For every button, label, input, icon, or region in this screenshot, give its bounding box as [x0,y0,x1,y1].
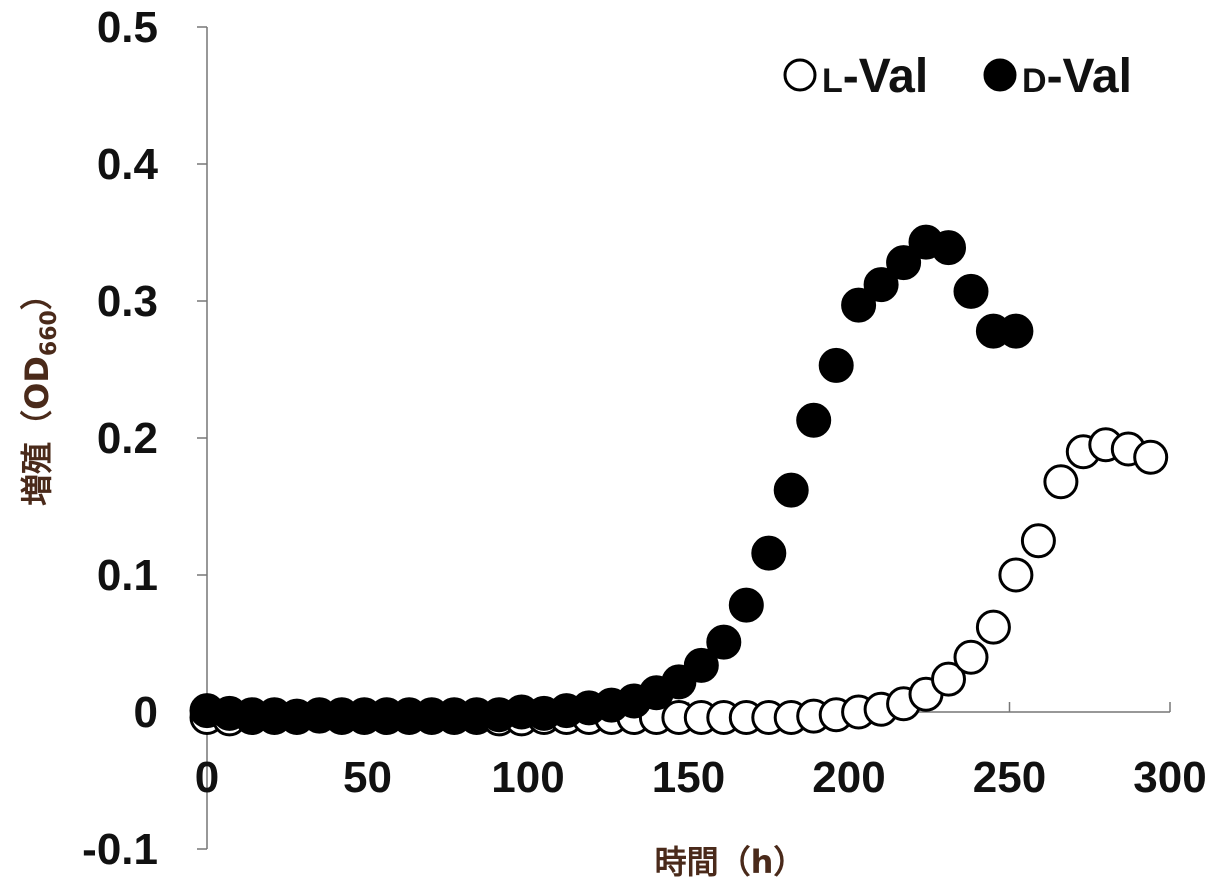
data-point [796,402,832,438]
data-point [953,273,989,309]
data-point [953,639,989,675]
series-d-val [189,224,1034,734]
ticks: -0.1 0 0.1 0.2 0.3 0.4 0.5 0 50 100 150 200 250 300 [82,3,1207,874]
x-tick-label: 300 [1133,753,1206,802]
x-tick-label: 200 [812,753,885,802]
data-point [841,287,877,323]
data-point [706,624,742,660]
x-tick-label: 0 [195,753,219,802]
legend-label: D-Val [1022,50,1132,103]
data-point [751,535,787,571]
y-tick-label: 0.4 [97,140,159,189]
x-tick-label: 250 [973,753,1046,802]
y-tick-label: -0.1 [82,825,158,874]
legend: L-Val D-Val [783,50,1132,103]
y-tick-label: 0 [134,688,158,737]
data-point [1020,523,1056,559]
y-tick-label: 0.1 [97,551,158,600]
data-point [1133,439,1169,475]
y-tick-label: 0.2 [97,414,158,463]
data-point [931,661,966,697]
legend-item-d-val: D-Val [983,50,1132,103]
y-tick-label: 0.5 [97,3,158,52]
data-point [818,347,854,383]
data-point [683,647,719,683]
data-point [975,609,1011,645]
y-axis-title-end: ） [18,278,56,310]
data-point [931,230,966,266]
legend-label: L-Val [822,50,928,103]
data-point [998,313,1034,349]
data-point [773,472,809,508]
data-point [1043,464,1079,500]
y-axis-title-subscript: 660 [37,310,62,356]
x-tick-label: 50 [343,753,392,802]
x-axis-title: 時間（h） [655,843,806,881]
x-tick-label: 100 [491,753,564,802]
x-tick-label: 150 [652,753,725,802]
y-axis-title-main: 増殖（OD [18,356,56,506]
data-point [886,245,922,281]
legend-item-l-val: L-Val [783,50,928,103]
legend-marker [983,58,1017,92]
data-point [998,557,1034,593]
data-marks [189,224,1169,737]
legend-marker [783,58,817,92]
y-tick-label: 0.3 [97,277,158,326]
data-point [863,267,899,303]
y-axis-title: 増殖（OD660） [18,278,62,506]
data-point [728,587,764,623]
